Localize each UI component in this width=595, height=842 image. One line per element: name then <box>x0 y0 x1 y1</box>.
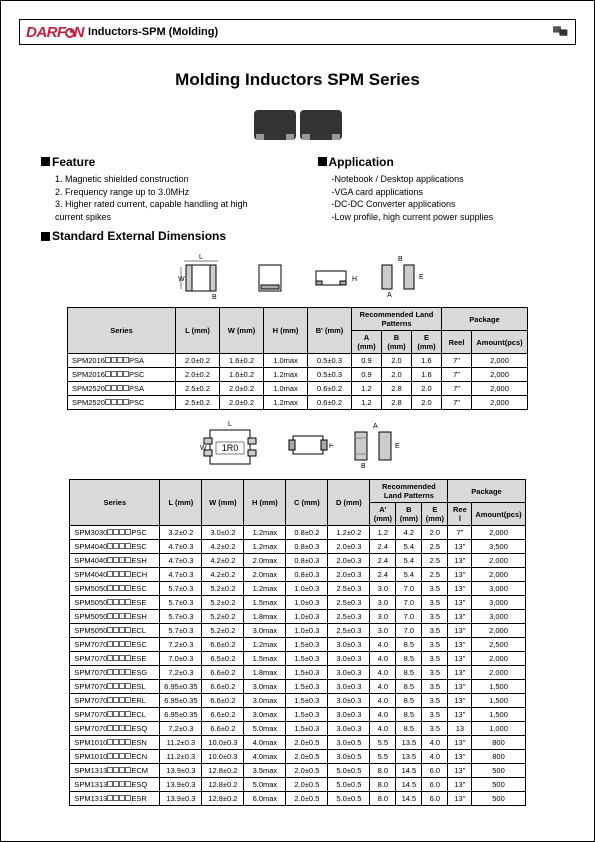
logo-o-icon <box>65 28 75 38</box>
svg-text:W: W <box>178 276 185 283</box>
std-dim-heading: Standard External Dimensions <box>41 229 554 243</box>
table-row: SPM3030PSC3.2±0.23.0±0.21.2max0.8±0.21.2… <box>70 526 525 540</box>
table-row: SPM7070ECL6.95±0.356.6±0.23.0max1.5±0.33… <box>70 708 525 722</box>
header-subtitle: Inductors-SPM (Molding) <box>88 26 218 38</box>
svg-text:B: B <box>398 256 403 263</box>
svg-text:E: E <box>419 274 424 281</box>
product-photo <box>41 110 554 145</box>
table-row: SPM7070ERL6.95±0.356.6±0.23.0max1.5±0.33… <box>70 694 525 708</box>
dimensions-table-1: Series L (mm) W (mm) H (mm) B' (mm) Reco… <box>67 307 528 410</box>
svg-text:1R0: 1R0 <box>222 443 239 453</box>
dimension-diagram-1: L W B H B A E <box>1 251 594 301</box>
svg-text:W: W <box>200 445 207 452</box>
svg-text:A: A <box>373 423 378 430</box>
table-row: SPM7070ESE7.0±0.36.5±0.21.5max1.5±0.33.0… <box>70 652 525 666</box>
chip-icon <box>551 23 571 39</box>
svg-text:E: E <box>395 443 400 450</box>
table-row: SPM5050ESH5.7±0.35.2±0.21.8max1.0±0.32.5… <box>70 610 525 624</box>
brand-logo: DARFN <box>26 24 84 41</box>
table-row: SPM7070ESQ7.2±0.36.6±0.25.0max1.5±0.33.0… <box>70 722 525 736</box>
svg-text:H: H <box>352 276 357 283</box>
page-header: DARFN Inductors-SPM (Molding) <box>19 19 576 45</box>
table-row: SPM2520PSA2.5±0.22.0±0.21.0max0.6±0.21.2… <box>68 382 528 396</box>
application-heading: Application <box>318 155 555 169</box>
dimensions-table-2: Series L (mm) W (mm) H (mm) C (mm) D (mm… <box>69 479 525 806</box>
table-row: SPM1010ESN11.2±0.310.0±0.34.0max2.0±0.53… <box>70 736 525 750</box>
table-row: SPM4040ESH4.7±0.34.2±0.22.0max0.8±0.32.0… <box>70 554 525 568</box>
svg-text:L: L <box>228 421 232 428</box>
svg-text:L: L <box>199 254 203 261</box>
table-row: SPM7070ESG7.2±0.36.6±0.21.8max1.5±0.33.0… <box>70 666 525 680</box>
table-row: SPM4040ESC4.7±0.34.2±0.21.2max0.8±0.32.0… <box>70 540 525 554</box>
table-row: SPM5050ESE5.7±0.35.2±0.21.5max1.0±0.32.5… <box>70 596 525 610</box>
svg-text:B: B <box>361 463 366 470</box>
table-row: SPM2520PSC2.5±0.22.0±0.21.2max0.6±0.21.2… <box>68 396 528 410</box>
table-row: SPM4040ECH4.7±0.34.2±0.22.0max0.8±0.32.0… <box>70 568 525 582</box>
feature-heading: Feature <box>41 155 278 169</box>
table-row: SPM1313ESR13.9±0.312.8±0.26.0max2.0±0.55… <box>70 792 525 806</box>
table-row: SPM1313ESQ13.9±0.312.8±0.25.0max2.0±0.55… <box>70 778 525 792</box>
svg-text:H: H <box>329 443 333 450</box>
table-row: SPM7070ESL6.95±0.356.6±0.23.0max1.5±0.33… <box>70 680 525 694</box>
table-row: SPM2016PSC2.0±0.21.6±0.21.2max0.5±0.30.9… <box>68 368 528 382</box>
application-list: -Notebook / Desktop applications -VGA ca… <box>318 173 555 223</box>
table-row: SPM7070ESC7.2±0.36.6±0.21.2max1.5±0.33.0… <box>70 638 525 652</box>
table-row: SPM5050ESC5.7±0.35.2±0.21.2max1.0±0.32.5… <box>70 582 525 596</box>
svg-text:B: B <box>212 294 217 301</box>
feature-list: 1. Magnetic shielded construction 2. Fre… <box>41 173 278 223</box>
dimension-diagram-2: 1R0 L W H A B E <box>1 418 594 473</box>
table-row: SPM1313ECM13.9±0.312.8±0.23.5max2.0±0.55… <box>70 764 525 778</box>
table-row: SPM2016PSA2.0±0.21.6±0.21.0max0.5±0.30.9… <box>68 354 528 368</box>
table-row: SPM5050ECL5.7±0.35.2±0.23.0max1.0±0.32.5… <box>70 624 525 638</box>
page-title: Molding Inductors SPM Series <box>1 70 594 90</box>
table-row: SPM1010ECN11.2±0.310.0±0.34.0max2.0±0.53… <box>70 750 525 764</box>
svg-text:A: A <box>387 292 392 299</box>
